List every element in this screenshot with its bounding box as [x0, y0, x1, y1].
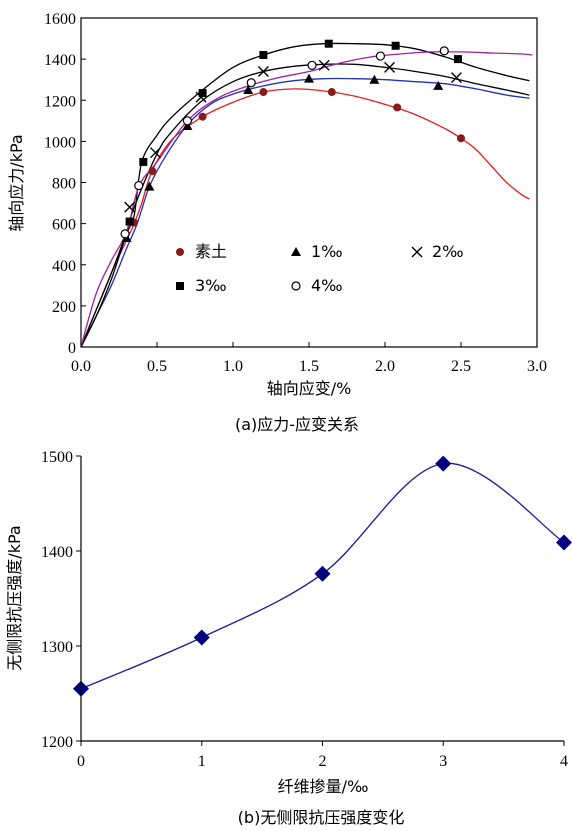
stress-strain-y-tick-label: 1000: [44, 134, 76, 151]
stress-strain-data-point: [391, 41, 400, 50]
legend-label: 2‰: [432, 242, 464, 261]
stress-strain-x-tick-label: 2.5: [451, 358, 471, 375]
stress-strain-data-point: [144, 181, 155, 191]
ucs-x-tick-label: 0: [77, 753, 85, 770]
stress-strain-data-point-stroke-b: [149, 147, 161, 159]
stress-strain-data-point: [198, 89, 207, 98]
stress-strain-y-tick-label: 600: [52, 217, 76, 234]
legend-label: 1‰: [311, 242, 343, 261]
stress-strain-y-axis-label: 轴向应力/kPa: [7, 134, 26, 231]
stress-strain-x-axis-label: 轴向应变/%: [267, 379, 352, 398]
stress-strain-data-point: [324, 39, 333, 48]
stress-strain-data-point: [120, 229, 130, 239]
stress-strain-data-point: [450, 72, 462, 84]
stress-strain-x-tick-label: 1.0: [223, 358, 243, 375]
stress-strain-caption: (a)应力-应变关系: [235, 415, 359, 434]
stress-strain-data-point: [307, 60, 317, 70]
ucs-x-tick-label: 4: [560, 753, 568, 770]
stress-strain-data-point: [125, 217, 134, 226]
ucs-markers: [73, 455, 572, 697]
stress-strain-data-point: [259, 88, 268, 97]
legend-marker: [411, 246, 423, 258]
legend-marker-stroke-b: [411, 246, 423, 258]
ucs-y-axis-label: 无侧限抗压强度/kPa: [5, 525, 24, 670]
stress-strain-markers: [120, 39, 465, 243]
legend-label: 素土: [195, 242, 227, 261]
stress-strain-data-point: [439, 46, 449, 56]
ucs-y-tick-label: 1400: [41, 544, 73, 561]
stress-strain-chart: 0.0 0.5 1.0 1.5 2.0 2.5 3.0 0 200 400 600 800 1000 12…: [7, 11, 547, 434]
stress-strain-x-tick-label: 3.0: [527, 358, 547, 375]
stress-strain-x-tick-label: 2.0: [375, 358, 395, 375]
stress-strain-y-tick-label: 200: [52, 299, 76, 316]
stress-strain-data-point: [369, 74, 380, 84]
ucs-x-tick-label: 3: [439, 753, 447, 770]
stress-strain-data-point: [198, 112, 207, 121]
ucs-y-tick-label: 1200: [41, 734, 73, 751]
stress-strain-y-tick-label: 0: [68, 340, 76, 357]
stress-strain-data-point-stroke-b: [257, 65, 269, 77]
stress-strain-data-point-stroke-b: [124, 201, 136, 213]
legend-marker: [176, 282, 184, 290]
stress-strain-series-line: [80, 88, 530, 348]
stress-strain-x-tick-label: 0.5: [147, 358, 167, 375]
stress-strain-data-point: [375, 51, 386, 61]
ucs-x-tick-label: 2: [319, 753, 327, 770]
ucs-data-point: [556, 534, 572, 551]
stress-strain-data-point: [246, 78, 256, 88]
stress-strain-data-point-stroke-b: [384, 61, 396, 73]
ucs-caption: (b)无侧限抗压强度变化: [238, 808, 405, 827]
legend-marker: [176, 248, 184, 256]
stress-strain-x-tick-label: 0.0: [71, 358, 91, 375]
ucs-data-point: [435, 455, 452, 472]
stress-strain-y-tick-label: 400: [52, 258, 76, 275]
stress-strain-data-point: [259, 51, 268, 60]
stress-strain-data-point-stroke-b: [450, 72, 462, 84]
stress-strain-y-tick-label: 1200: [44, 93, 76, 110]
stress-strain-data-point: [148, 167, 157, 176]
stress-strain-data-point-stroke-b: [318, 59, 330, 71]
stress-strain-data-point: [182, 120, 193, 130]
legend-label: 3‰: [195, 276, 227, 295]
stress-strain-data-point: [453, 55, 462, 64]
stress-strain-y-tick-label: 1400: [44, 52, 76, 69]
stress-strain-series-line: [80, 77, 530, 348]
stress-strain-y-tick-label: 1600: [44, 11, 76, 28]
stress-strain-y-tick-label: 800: [52, 176, 76, 193]
legend-label: 4‰: [311, 276, 343, 295]
stress-strain-data-point: [327, 88, 336, 97]
stress-strain-data-point: [304, 73, 314, 83]
stress-strain-data-point: [134, 180, 144, 191]
legend-marker: [291, 247, 301, 256]
ucs-x-tick-label: 1: [198, 753, 206, 770]
stress-strain-legend: 素土 1‰ 2‰ 3‰ 4‰: [176, 242, 464, 295]
ucs-data-point: [314, 565, 331, 582]
ucs-y-tick-label: 1500: [41, 449, 73, 466]
stress-strain-data-point: [433, 80, 444, 90]
stress-strain-data-point: [393, 103, 402, 112]
stress-strain-data-point: [243, 84, 254, 94]
stress-strain-data-point: [384, 61, 396, 73]
stress-strain-data-point: [257, 65, 269, 77]
stress-strain-data-point: [149, 147, 161, 159]
stress-strain-data-point: [457, 134, 465, 143]
stress-strain-data-point: [139, 157, 148, 166]
stress-strain-data-point: [182, 116, 192, 126]
ucs-y-tick-label: 1300: [41, 639, 73, 656]
stress-strain-data-point: [124, 201, 136, 213]
stress-strain-series: [80, 42, 533, 348]
ucs-x-axis-label: 纤维掺量/‰: [278, 777, 369, 796]
stress-strain-data-point: [318, 59, 330, 71]
stress-strain-x-tick-label: 1.5: [299, 358, 319, 375]
ucs-data-point: [193, 629, 210, 646]
stress-strain-series-line: [80, 51, 533, 348]
legend-marker: [291, 281, 301, 291]
ucs-chart: 0 1 2 3 4 1200 1300 1400 1500 无侧限抗压强度/kPa 纤维掺量/‰…: [5, 449, 572, 827]
stress-strain-series-line: [80, 63, 530, 348]
